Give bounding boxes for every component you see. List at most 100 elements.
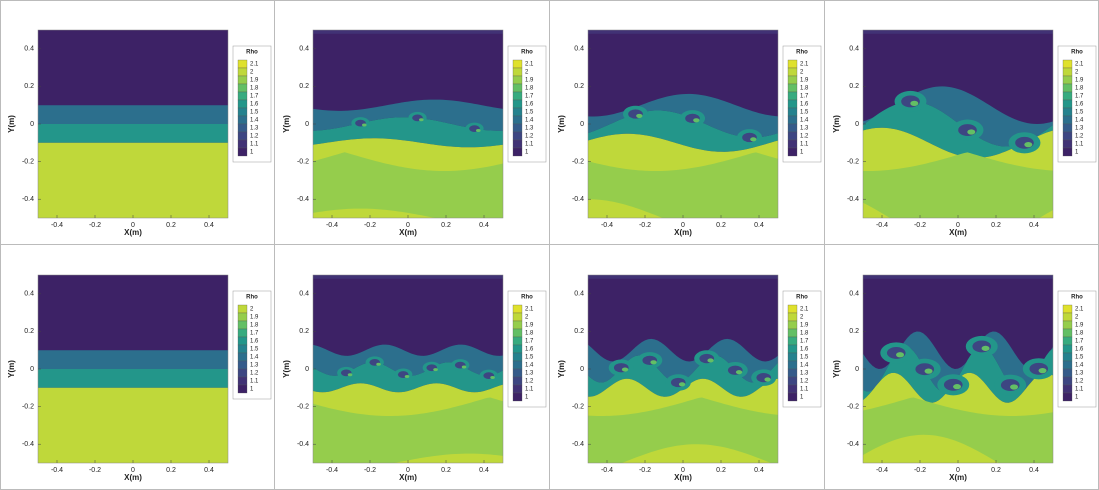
contour-region	[588, 152, 778, 218]
legend-label: 1	[525, 395, 529, 401]
legend-label: 1.6	[525, 347, 534, 353]
panel: -0.4 -0.2 0 0.2 0.4 -0.4 -0.2 0 0.2 0.4 X(m) Y(m) Rh…	[832, 274, 1097, 482]
y-tick-label: 0.4	[299, 291, 309, 298]
x-tick-label: -0.2	[89, 467, 101, 474]
legend-swatch	[512, 328, 523, 338]
legend-swatch	[1062, 344, 1073, 354]
legend-label: 1.6	[250, 339, 259, 345]
legend-swatch	[237, 59, 248, 69]
legend-swatch	[1062, 336, 1073, 346]
legend-swatch	[1062, 123, 1073, 133]
legend-label: 1	[800, 150, 804, 156]
legend-swatch	[512, 75, 523, 85]
contour-region	[735, 370, 743, 375]
legend-swatch	[1062, 75, 1073, 85]
legend-swatch	[787, 91, 798, 101]
plot-area	[863, 30, 1053, 218]
x-tick-label: 0	[131, 222, 135, 229]
legend-label: 1.1	[800, 142, 809, 148]
legend-swatch	[237, 131, 248, 141]
legend-label: 1.6	[1075, 347, 1084, 353]
legend-swatch	[787, 304, 798, 314]
contour-region	[863, 275, 1053, 279]
legend-swatch	[787, 352, 798, 362]
x-tick-label: -0.2	[639, 467, 651, 474]
legend-label: 1.4	[525, 118, 534, 124]
legend-swatch	[237, 368, 248, 378]
y-tick-label: 0.4	[574, 291, 584, 298]
legend-swatch	[512, 59, 523, 69]
plot-area	[588, 275, 778, 463]
x-tick-label: 0.2	[441, 222, 451, 229]
x-tick-label: 0.4	[754, 222, 764, 229]
legend-swatch	[787, 392, 798, 402]
legend-label: 2	[525, 70, 529, 76]
x-tick-label: 0.2	[991, 222, 1001, 229]
legend-swatch	[787, 99, 798, 109]
y-tick-label: 0.2	[574, 83, 584, 90]
contour-region	[750, 137, 757, 142]
contour-region	[38, 387, 228, 463]
x-axis-label: X(m)	[674, 473, 692, 482]
legend-swatch	[787, 336, 798, 346]
x-tick-label: 0.2	[166, 222, 176, 229]
legend-swatch	[1062, 360, 1073, 370]
y-tick-label: 0.4	[24, 46, 34, 53]
legend-label: 1.4	[250, 355, 259, 361]
x-tick-label: 0.4	[1029, 222, 1039, 229]
x-tick-label: -0.4	[51, 467, 63, 474]
legend-swatch	[237, 147, 248, 157]
legend-label: 2	[1075, 315, 1079, 321]
legend-label: 1.3	[525, 371, 534, 377]
contour-region	[38, 142, 228, 218]
legend-swatch	[1062, 147, 1073, 157]
y-tick-label: -0.2	[572, 158, 584, 165]
contour-region	[981, 345, 990, 351]
legend-label: 1.6	[800, 347, 809, 353]
contour-region	[953, 384, 962, 390]
legend-swatch	[237, 336, 248, 346]
legend-label: 1.5	[1075, 355, 1084, 361]
contour-region	[461, 365, 467, 369]
x-tick-label: -0.2	[639, 222, 651, 229]
x-tick-label: -0.2	[914, 222, 926, 229]
legend-label: 1.1	[525, 387, 534, 393]
legend-label: 1.3	[250, 126, 259, 132]
contour-region	[38, 105, 228, 124]
legend-swatch	[512, 91, 523, 101]
y-tick-label: 0.2	[299, 83, 309, 90]
y-tick-label: -0.4	[572, 196, 584, 203]
contour-region	[863, 397, 1053, 463]
x-tick-label: -0.2	[364, 467, 376, 474]
legend-label: 2.1	[800, 62, 809, 68]
x-tick-label: -0.4	[326, 467, 338, 474]
contour-region	[490, 376, 495, 380]
legend-swatch	[512, 99, 523, 109]
legend-swatch	[787, 107, 798, 117]
x-axis-label: X(m)	[399, 228, 417, 237]
y-tick-label: -0.4	[297, 196, 309, 203]
y-axis-label: Y(m)	[557, 115, 566, 133]
legend-label: 1.6	[525, 102, 534, 108]
panel: -0.4 -0.2 0 0.2 0.4 -0.4 -0.2 0 0.2 0.4 X(m) Y(m) Rh…	[832, 29, 1097, 237]
y-tick-label: -0.4	[847, 196, 859, 203]
x-tick-label: 0.4	[754, 467, 764, 474]
legend-swatch	[787, 123, 798, 133]
contour-region	[313, 344, 503, 376]
legend-swatch	[1062, 384, 1073, 394]
legend-swatch	[787, 320, 798, 330]
y-axis-label: Y(m)	[557, 360, 566, 378]
x-tick-label: 0.2	[716, 467, 726, 474]
y-tick-label: 0.2	[24, 83, 34, 90]
panel: -0.4 -0.2 0 0.2 0.4 -0.4 -0.2 0 0.2 0.4 X(m) Y(m) Rh…	[7, 29, 272, 237]
legend-swatch	[512, 107, 523, 117]
legend-swatch	[237, 328, 248, 338]
y-tick-label: 0.2	[574, 328, 584, 335]
y-tick-label: -0.4	[297, 441, 309, 448]
legend-swatch	[1062, 107, 1073, 117]
legend-swatch	[1062, 352, 1073, 362]
legend-label: 2	[1075, 70, 1079, 76]
x-tick-label: -0.4	[601, 222, 613, 229]
legend-label: 1.6	[800, 102, 809, 108]
legend-label: 1.9	[1075, 78, 1084, 84]
